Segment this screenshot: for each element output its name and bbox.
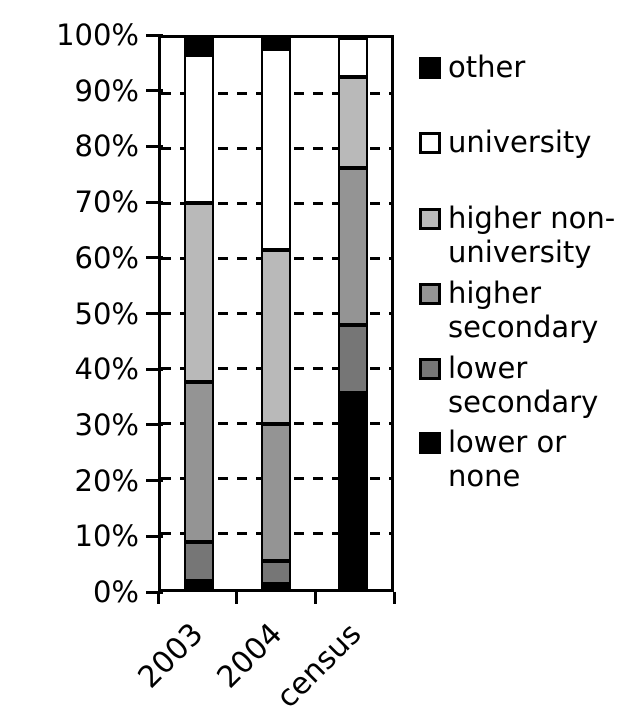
y-tick: [146, 144, 163, 148]
bar-segment: [261, 423, 291, 562]
x-tick: [392, 592, 396, 604]
bar-segment: [184, 54, 215, 204]
legend-label-line: university: [448, 125, 592, 159]
legend-label-line: none: [448, 459, 521, 493]
bar-segment: [261, 250, 291, 424]
x-tick: [235, 592, 239, 604]
legend-label: university: [448, 125, 591, 159]
legend-label-line: lower: [448, 351, 528, 385]
legend-label-line: other: [448, 50, 526, 84]
y-axis-label: 100%: [56, 18, 139, 52]
y-tick: [146, 200, 163, 204]
legend-label-line: higher: [448, 276, 541, 310]
legend-swatch: [419, 358, 441, 380]
legend-label-line: secondary: [448, 385, 599, 419]
y-tick: [146, 89, 163, 93]
legend-swatch: [419, 132, 441, 154]
y-axis-label: 70%: [74, 185, 139, 220]
legend-label: higher secondary: [448, 276, 598, 344]
legend-label-line: secondary: [448, 310, 599, 344]
y-axis-label: 0%: [92, 575, 139, 609]
bar-census: [337, 38, 368, 589]
bar-segment: [261, 49, 291, 251]
bar-segment: [337, 167, 368, 325]
y-axis-label: 80%: [74, 129, 139, 164]
legend-swatch: [419, 208, 441, 230]
bar-segment: [337, 393, 368, 589]
legend-label: lower secondary: [448, 351, 598, 419]
legend-label-line: university: [448, 235, 592, 269]
legend-swatch: [419, 283, 441, 305]
bar-segment: [337, 38, 368, 77]
y-axis-label: 30%: [74, 407, 139, 442]
legend-label-line: higher non-: [448, 201, 616, 235]
x-tick: [313, 592, 317, 604]
y-axis-label: 20%: [74, 463, 139, 498]
y-tick: [146, 423, 163, 427]
bar-segment: [261, 583, 291, 589]
y-tick: [146, 534, 163, 538]
y-tick: [146, 33, 163, 37]
legend-label: other: [448, 50, 525, 84]
bar-2004: [261, 38, 291, 589]
bar-segment: [184, 203, 215, 383]
bar-segment: [184, 542, 215, 581]
y-axis-label: 50%: [74, 296, 139, 331]
legend-label: lower or none: [448, 425, 566, 493]
y-axis-label: 10%: [74, 519, 139, 554]
legend-swatch: [419, 432, 441, 454]
y-tick: [146, 367, 163, 371]
x-tick: [156, 592, 160, 604]
legend-swatch: [419, 57, 441, 79]
bar-segment: [184, 580, 215, 589]
y-axis-label: 40%: [74, 352, 139, 387]
y-tick: [146, 479, 163, 483]
y-axis-label: 60%: [74, 240, 139, 275]
plot-area: [158, 35, 394, 592]
y-tick: [146, 590, 163, 594]
bar-2003: [184, 38, 215, 589]
bar-segment: [184, 382, 215, 543]
bar-segment: [337, 76, 368, 168]
legend-label-line: lower or: [448, 425, 567, 459]
bar-segment: [261, 561, 291, 584]
y-axis-label: 90%: [74, 73, 139, 108]
y-tick: [146, 312, 163, 315]
bar-segment: [261, 38, 291, 50]
bar-segment: [337, 324, 368, 394]
y-tick: [146, 256, 163, 260]
bar-segment: [184, 38, 215, 55]
legend-label: higher non-university: [448, 201, 615, 269]
